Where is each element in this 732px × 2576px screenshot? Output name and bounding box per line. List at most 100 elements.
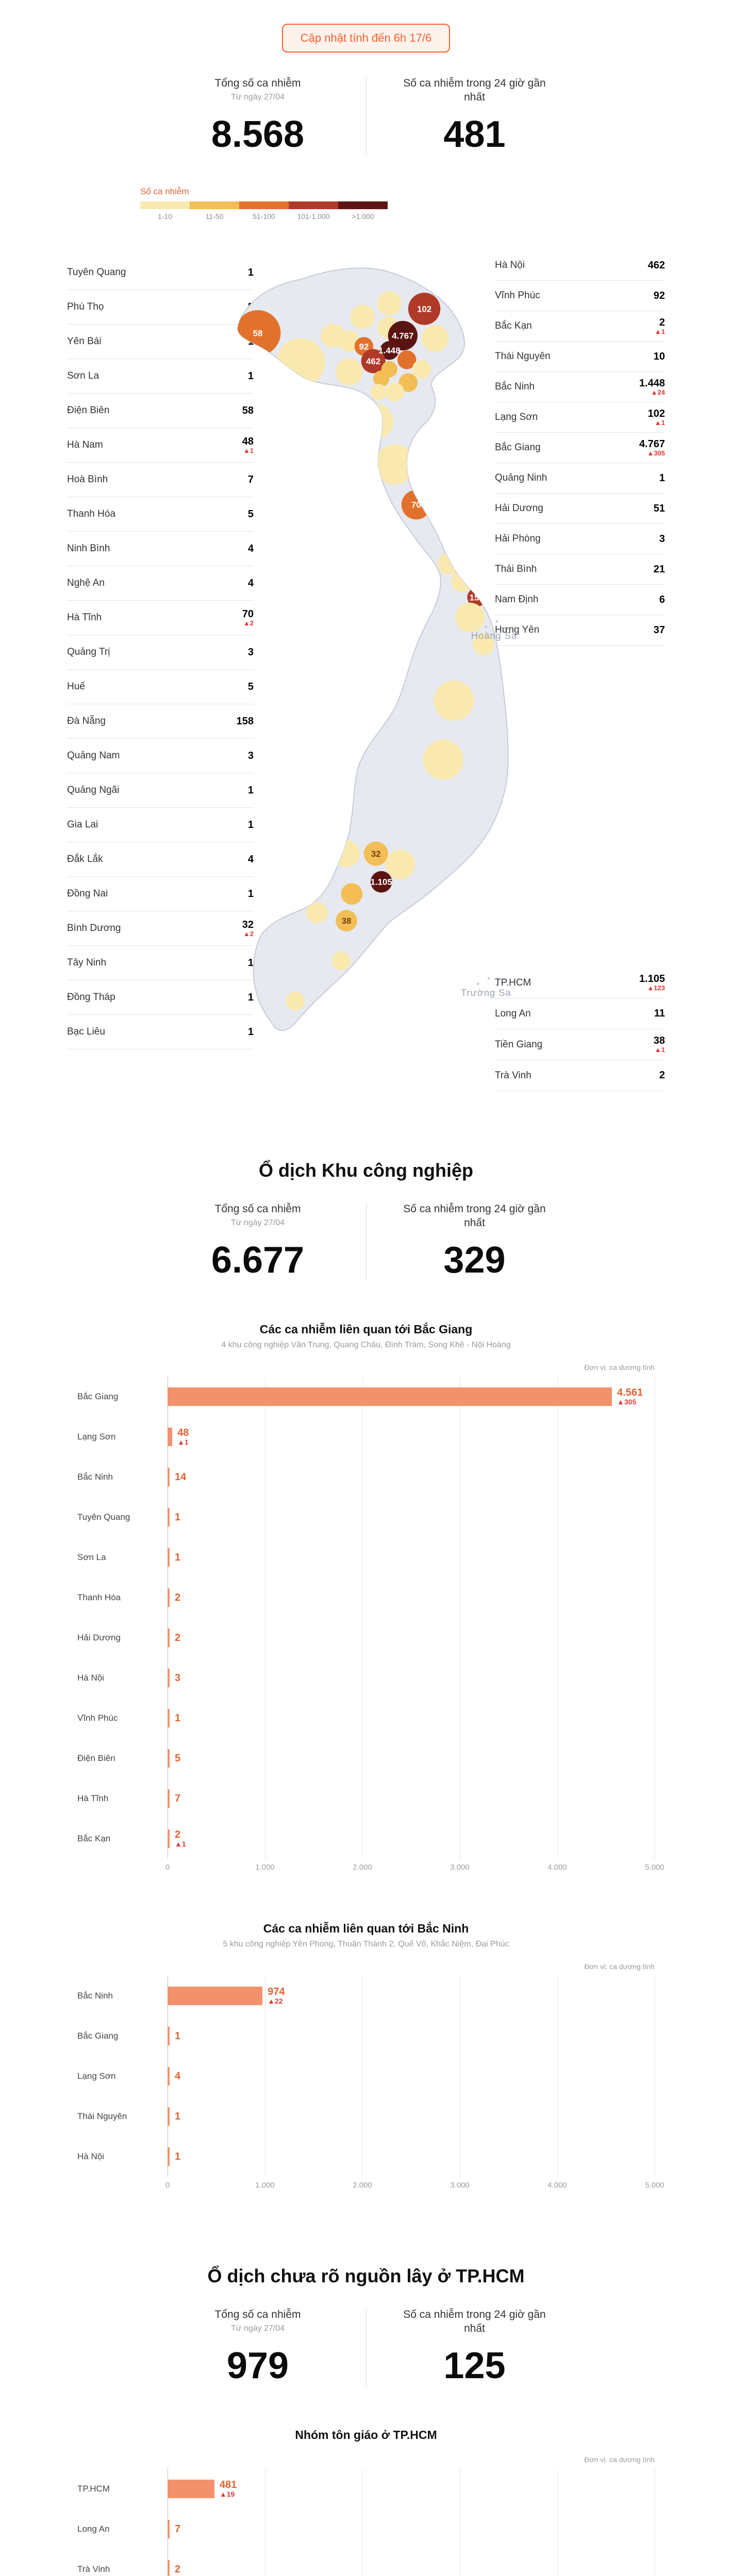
chart-row: Bắc Giang 1 (77, 2016, 655, 2056)
province-row: Ninh Bình 4 (67, 532, 254, 566)
chart-value: 1 (175, 2111, 181, 2122)
chart-value: 2 (175, 1632, 181, 1643)
chart-unit-label: Đơn vị: ca dương tính (584, 1962, 655, 1971)
chart-bar (168, 2480, 214, 2498)
province-value: 92 (653, 290, 665, 301)
province-value: 58 (242, 404, 254, 416)
province-list-left: Tuyên Quang 1 Phú Thọ 5 Yên Bái 1 Sơn La 1 Điện … (67, 256, 254, 1049)
chart-row: Sơn La 1 (77, 1537, 655, 1578)
province-name: Hà Nam (67, 439, 103, 450)
province-name: Bình Dương (67, 923, 121, 934)
legend-bin-label: 101-1.000 (297, 212, 330, 221)
province-name: Tây Ninh (67, 957, 107, 968)
chart-bar (168, 2520, 170, 2538)
chart-row: TP.HCM 481 ▲19 (77, 2469, 655, 2509)
province-row: Vĩnh Phúc 92 (495, 281, 665, 311)
province-row: Tuyên Quang 1 (67, 256, 254, 290)
chart-value-delta: ▲22 (268, 1997, 283, 2006)
province-value: 158 (236, 715, 254, 727)
chart-value: 481 (219, 2479, 237, 2491)
legend-bin: 51-100 (239, 201, 289, 221)
chart-plot: Bắc Giang 4.561 ▲305 Lạng Sơn 48 ▲1 Bắc Ninh 14… (77, 1377, 655, 1859)
province-list-gap (495, 646, 665, 968)
chart-value: 2 (175, 2564, 181, 2575)
region-long-an (341, 883, 363, 905)
province-value: 1 (247, 266, 254, 278)
chart-row: Hà Nội 1 (77, 2137, 655, 2177)
map-label-tien-giang: 38 (342, 916, 352, 926)
h24-cases-head: Số ca nhiễm trong 24 giờ gần nhất (379, 1202, 570, 1233)
chart-value-group: 2 (175, 1592, 180, 1603)
section-stats: Tổng số ca nhiễm Từ ngày 27/04 6.677 Số ca … (0, 1202, 732, 1281)
region-tay-ninh (332, 840, 360, 867)
chart-value-group: 1 (175, 2030, 180, 2042)
province-row: Thái Nguyên 10 (495, 342, 665, 372)
map-label-tp-hcm: 1.105 (371, 877, 392, 887)
chart-value-group: 7 (175, 2523, 180, 2535)
province-value: 4 (247, 577, 254, 589)
province-name: Thái Nguyên (495, 351, 551, 362)
chart-value: 1 (175, 2151, 181, 2162)
chart-row: Hà Nội 3 (77, 1658, 655, 1698)
province-value: 70 ▲2 (242, 608, 254, 627)
province-value: 38 ▲1 (653, 1035, 665, 1054)
chart-value-group: 1 (175, 1512, 180, 1523)
chart-value-group: 5 (175, 1753, 180, 1764)
chart-bar (168, 1987, 263, 2005)
province-value: 11 (654, 1008, 665, 1019)
province-name: Huế (67, 681, 85, 692)
h24-cases-label: Số ca nhiễm trong 24 giờ gần nhất (403, 77, 546, 104)
province-row: Hà Tĩnh 70 ▲2 (67, 601, 254, 635)
category-label: Hà Nội (77, 1673, 104, 1683)
chart-bar (168, 1629, 170, 1647)
province-row: Thái Bình 21 (495, 554, 665, 585)
province-name: Quảng Ninh (495, 472, 547, 483)
chart-value-group: 481 ▲19 (220, 2479, 237, 2498)
chart-value-group: 48 ▲1 (177, 1427, 189, 1446)
region-quang-ninh (421, 325, 448, 352)
total-cases-head: Tổng số ca nhiễm Từ ngày 27/04 (162, 76, 354, 107)
province-name: Sơn La (67, 370, 99, 381)
chart-bar (168, 1468, 170, 1486)
total-cases-value: 8.568 (211, 114, 305, 155)
chart-bar (168, 2107, 170, 2126)
map-label-dien-bien: 58 (253, 328, 263, 338)
chart-value: 1 (175, 1552, 181, 1563)
province-value: 7 (247, 473, 254, 485)
legend-bin: 1-10 (140, 201, 190, 221)
province-row: Quảng Trị 3 (67, 635, 254, 670)
category-label: Điện Biên (77, 1753, 115, 1764)
province-value: 32 ▲2 (242, 919, 254, 938)
category-label: Hà Tĩnh (77, 1793, 109, 1804)
chart-subtitle: 4 khu công nghiệp Vân Trung, Quang Châu,… (221, 1341, 511, 1349)
province-delta: ▲1 (654, 327, 665, 335)
province-value: 1 (247, 957, 254, 969)
chart-value: 48 (177, 1427, 189, 1439)
region-gia-lai (434, 680, 474, 721)
gridline (362, 1976, 363, 2177)
region-hung-yen (381, 361, 397, 378)
province-name: Nghệ An (67, 578, 105, 588)
chart-bar (168, 2027, 170, 2045)
province-delta: ▲1 (654, 1046, 665, 1054)
region-ha-nam (373, 370, 390, 387)
vietnam-outline (237, 267, 509, 1031)
gridline (557, 1976, 558, 2177)
chart-value: 14 (175, 1471, 187, 1483)
region-tra-vinh (331, 952, 351, 971)
axis-tick: 4.000 (547, 2181, 567, 2190)
chart-value: 5 (175, 1753, 181, 1764)
region-son-la (276, 338, 325, 387)
chart-gridlines (168, 1377, 655, 1859)
province-value: 1.105 ▲123 (639, 973, 665, 992)
chart-bar (168, 1387, 612, 1406)
province-name: Đồng Nai (67, 888, 108, 899)
map-label-ha-tinh: 70 (411, 500, 421, 510)
vietnam-map: 58102924.7671.44846270158321.10538Hoàng … (237, 267, 517, 1031)
region-bac-kan (377, 291, 402, 316)
chart-value: 2 (175, 1592, 181, 1603)
province-row: Yên Bái 1 (67, 325, 254, 359)
province-value: 10 (653, 350, 665, 362)
axis-tick: 4.000 (547, 1863, 567, 1872)
chart-value: 1 (175, 1713, 181, 1724)
